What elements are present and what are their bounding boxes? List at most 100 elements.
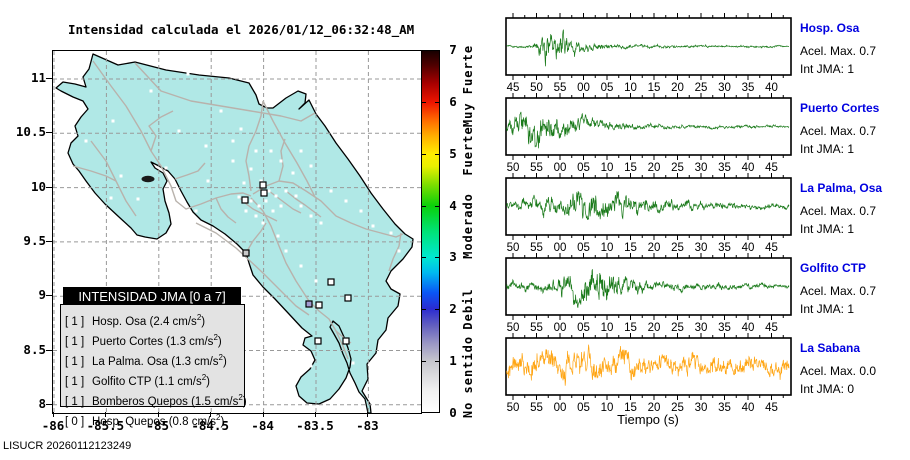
lat-tick-label: 11: [30, 70, 46, 85]
lat-tick-label: 10.5: [15, 124, 46, 140]
colorbar-tick-mark: [435, 205, 440, 207]
city-marker: [119, 174, 123, 178]
city-marker: [284, 249, 288, 253]
colorbar-category-label: Debil: [461, 288, 475, 330]
time-tick-label: 55: [530, 402, 543, 414]
lon-tick-mark: [105, 412, 107, 417]
station-marker: [260, 189, 268, 197]
colorbar-tick-mark: [421, 309, 426, 311]
colorbar-tick-label: 3: [449, 249, 457, 265]
int-jma-label: Int JMA: 1: [800, 62, 855, 76]
city-marker: [259, 179, 263, 183]
seismogram-panel-2: 50 55 00 05 10 15 20 25 30 35 40 45: [505, 93, 792, 174]
colorbar-tick-label: 5: [449, 145, 457, 161]
city-marker: [231, 139, 235, 143]
city-marker: [231, 159, 235, 163]
time-tick-label: 50: [507, 242, 520, 254]
city-marker: [351, 361, 355, 365]
time-tick-label: 35: [718, 162, 731, 174]
lon-tick-label: -84.5: [191, 418, 229, 433]
lon-tick-mark: [210, 412, 212, 417]
time-tick-label: 05: [577, 402, 590, 414]
time-tick-label: 40: [742, 322, 755, 334]
city-marker: [276, 234, 280, 238]
time-tick-label: 35: [718, 402, 731, 414]
legend-jma-value: [ 1 ]: [65, 355, 85, 368]
legend-row: [ 1 ] La Palma. Osa (1.3 cm/s2): [65, 350, 244, 370]
legend-station-text: La Palma. Osa (1.3 cm/s2): [92, 353, 227, 368]
time-tick-label: 20: [648, 402, 661, 414]
city-marker: [344, 199, 348, 203]
city-marker: [309, 164, 313, 168]
city-marker: [261, 221, 265, 225]
colorbar-tick-label: 6: [449, 93, 457, 109]
seismogram-panel-3: 50 55 00 05 10 15 20 25 30 35 40 45: [505, 173, 792, 254]
city-marker: [284, 189, 288, 193]
time-tick-label: 20: [648, 162, 661, 174]
legend-station-text: Bomberos Quepos (1.5 cm/s2): [92, 393, 247, 408]
colorbar-tick-mark: [435, 361, 440, 363]
city-marker: [279, 159, 283, 163]
time-tick-label: 45: [765, 242, 778, 254]
city-marker: [329, 189, 333, 193]
time-tick-label: 30: [695, 162, 708, 174]
time-tick-label: 00: [554, 242, 567, 254]
time-tick-label: 00: [577, 82, 590, 94]
lon-tick-label: -85.5: [86, 418, 125, 433]
station-marker: [327, 278, 335, 286]
legend-station-text: Golfito CTP (1.1 cm/s2): [92, 373, 211, 388]
colorbar-tick-mark: [421, 153, 426, 155]
waveform-trace: [506, 269, 790, 308]
time-tick-label: 20: [648, 322, 661, 334]
time-tick-label: 55: [554, 82, 567, 94]
legend-station-text: Puerto Cortes (1.3 cm/s2): [92, 333, 222, 348]
legend-jma-value: [ 0 ]: [65, 415, 85, 428]
city-marker: [397, 249, 401, 253]
colorbar-tick-mark: [435, 257, 440, 259]
legend-jma-value: [ 1 ]: [65, 395, 85, 408]
colorbar-tick-label: 1: [449, 353, 457, 369]
intensity-legend: [ 1 ] Hosp. Osa (2.4 cm/s2) [ 1 ] Puerto Co…: [60, 304, 247, 428]
time-tick-label: 50: [507, 402, 520, 414]
legend-jma-value: [ 1 ]: [65, 375, 85, 388]
city-marker: [309, 364, 313, 368]
city-marker: [359, 209, 363, 213]
city-marker: [371, 224, 375, 228]
city-marker: [264, 199, 268, 203]
city-marker: [319, 221, 323, 225]
lon-tick-label: -86: [41, 418, 65, 433]
lat-tick-mark: [46, 349, 52, 351]
city-marker: [314, 279, 318, 283]
city-marker: [109, 196, 113, 200]
time-tick-label: 00: [554, 402, 567, 414]
station-markers: [241, 181, 352, 345]
city-markers: [84, 72, 401, 368]
seismogram-panel-1: 45 50 55 00 05 10 15 20 25 30 35 40: [505, 13, 792, 94]
legend-jma-value: [ 1 ]: [65, 315, 85, 328]
colorbar-tick-mark: [421, 361, 426, 363]
time-tick-label: 55: [530, 322, 543, 334]
lat-tick-mark: [46, 186, 52, 188]
time-tick-label: 10: [601, 402, 614, 414]
city-marker: [186, 72, 190, 76]
city-marker: [84, 139, 88, 143]
lon-tick-label: -85: [146, 418, 170, 433]
legend-row: [ 1 ] Bomberos Quepos (1.5 cm/s2): [65, 390, 247, 410]
lon-tick-mark: [262, 412, 264, 417]
lon-tick-label: -84: [251, 418, 274, 433]
legend-row: [ 0 ] Hosp. Quepos (0.8 cm/s2): [65, 410, 244, 430]
colorbar-category-label: Moderado: [461, 193, 475, 260]
time-tick-label: 15: [648, 82, 661, 94]
station-marker: [315, 301, 323, 309]
time-tick-label: 10: [601, 322, 614, 334]
colorbar-tick-mark: [421, 101, 426, 103]
time-axis-title: Tiempo (s): [617, 412, 679, 427]
costa-rica-landmass: [55, 53, 414, 413]
city-marker: [299, 264, 303, 268]
city-marker: [274, 194, 278, 198]
seismogram-panel-4: 50 55 00 05 10 15 20 25 30 35 40 45: [505, 253, 792, 334]
city-marker: [291, 171, 295, 175]
colorbar-tick-label: 4: [449, 197, 457, 213]
time-tick-label: 00: [554, 162, 567, 174]
